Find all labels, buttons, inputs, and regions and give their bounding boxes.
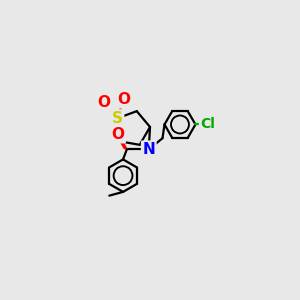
Text: O: O bbox=[112, 127, 124, 142]
Text: Cl: Cl bbox=[200, 118, 215, 131]
Text: N: N bbox=[142, 142, 155, 157]
Text: O: O bbox=[97, 95, 110, 110]
Text: O: O bbox=[117, 92, 130, 107]
Text: S: S bbox=[112, 111, 123, 126]
